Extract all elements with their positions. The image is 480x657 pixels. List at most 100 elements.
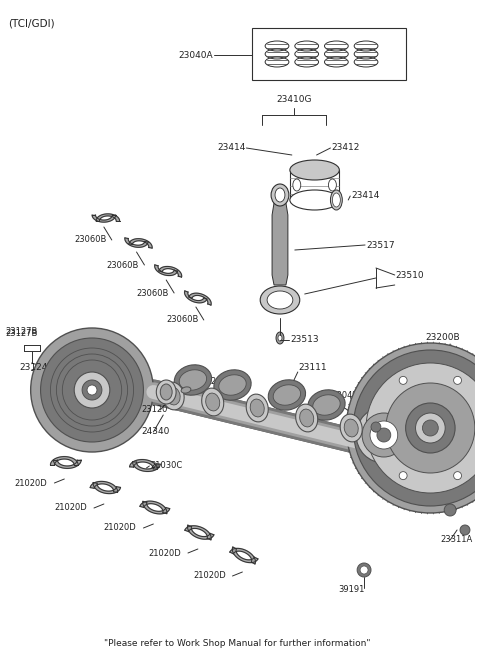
Ellipse shape [290,160,339,180]
Text: 21020D: 21020D [193,572,226,581]
Ellipse shape [276,332,284,344]
Bar [252,28,406,80]
Text: 23517: 23517 [366,240,395,250]
Polygon shape [93,483,120,493]
Ellipse shape [166,387,180,405]
Ellipse shape [344,419,358,437]
Ellipse shape [278,335,282,341]
Ellipse shape [313,395,340,415]
Polygon shape [232,547,258,562]
Text: 23125: 23125 [196,378,222,386]
Polygon shape [125,238,148,247]
Ellipse shape [333,193,340,207]
Circle shape [370,421,398,449]
Text: 23120: 23120 [142,405,168,415]
Ellipse shape [181,387,191,393]
Ellipse shape [214,370,251,400]
Text: 23414: 23414 [351,191,380,200]
Circle shape [357,563,371,577]
Polygon shape [230,549,255,564]
Text: 21020D: 21020D [15,478,48,487]
Ellipse shape [268,380,306,410]
Text: 23060B: 23060B [166,315,199,325]
Ellipse shape [275,188,285,202]
Circle shape [360,566,368,574]
Ellipse shape [330,190,342,210]
Polygon shape [185,291,207,303]
Polygon shape [272,203,288,285]
Text: 23412: 23412 [331,143,360,152]
Ellipse shape [340,414,362,442]
Text: 23060B: 23060B [107,260,139,269]
Text: 23200B: 23200B [425,334,460,342]
Text: "Please refer to Work Shop Manual for further information": "Please refer to Work Shop Manual for fu… [104,639,371,648]
Circle shape [87,385,97,395]
Text: 21030C: 21030C [150,461,182,470]
Polygon shape [92,215,116,222]
Circle shape [399,472,407,480]
Circle shape [422,420,438,436]
Polygon shape [132,462,160,472]
Text: 21020D: 21020D [54,503,87,512]
Ellipse shape [267,291,293,309]
Circle shape [356,407,411,463]
Polygon shape [129,238,152,248]
Circle shape [444,504,456,516]
Ellipse shape [300,409,314,427]
Polygon shape [90,482,118,493]
Text: 21020D: 21020D [148,549,181,558]
Polygon shape [96,214,120,221]
Text: 39190A: 39190A [351,403,384,413]
Text: 23127B: 23127B [5,327,37,336]
Text: 39191: 39191 [338,585,364,595]
Text: (TCI/GDI): (TCI/GDI) [8,18,55,28]
Ellipse shape [179,370,206,390]
Circle shape [353,350,480,506]
Circle shape [454,472,461,480]
Text: 23060B: 23060B [136,288,169,298]
Circle shape [346,343,480,513]
Ellipse shape [202,388,224,416]
Circle shape [82,380,102,400]
Polygon shape [53,460,81,468]
Polygon shape [189,293,211,305]
Ellipse shape [271,184,289,206]
Circle shape [454,376,461,384]
Circle shape [366,363,480,493]
Circle shape [371,422,381,432]
Ellipse shape [293,179,301,191]
Polygon shape [155,265,178,275]
Ellipse shape [308,390,345,420]
Circle shape [372,424,380,432]
Ellipse shape [328,179,336,191]
Text: 23060B: 23060B [74,235,107,244]
Ellipse shape [174,365,212,396]
Text: 23124B: 23124B [20,363,54,373]
Polygon shape [140,501,167,514]
Text: 23311A: 23311A [440,535,472,545]
Circle shape [31,328,153,452]
Circle shape [399,376,407,384]
Ellipse shape [250,399,264,417]
Text: 23111: 23111 [299,363,327,373]
Ellipse shape [246,394,268,422]
Circle shape [377,428,391,442]
Circle shape [362,413,406,457]
Circle shape [386,383,475,473]
Ellipse shape [162,382,184,410]
Ellipse shape [296,404,318,432]
Circle shape [74,372,110,408]
Text: 21020D: 21020D [104,524,137,533]
Ellipse shape [290,190,339,210]
Polygon shape [143,501,170,514]
Text: 23410G: 23410G [276,95,312,104]
Polygon shape [185,526,211,540]
Polygon shape [130,459,157,469]
Text: 11304B: 11304B [326,390,359,399]
Circle shape [406,403,455,453]
Text: 23510: 23510 [396,271,424,279]
Polygon shape [50,457,78,465]
Text: 24340: 24340 [142,428,170,436]
Ellipse shape [156,380,176,404]
Polygon shape [159,267,182,277]
